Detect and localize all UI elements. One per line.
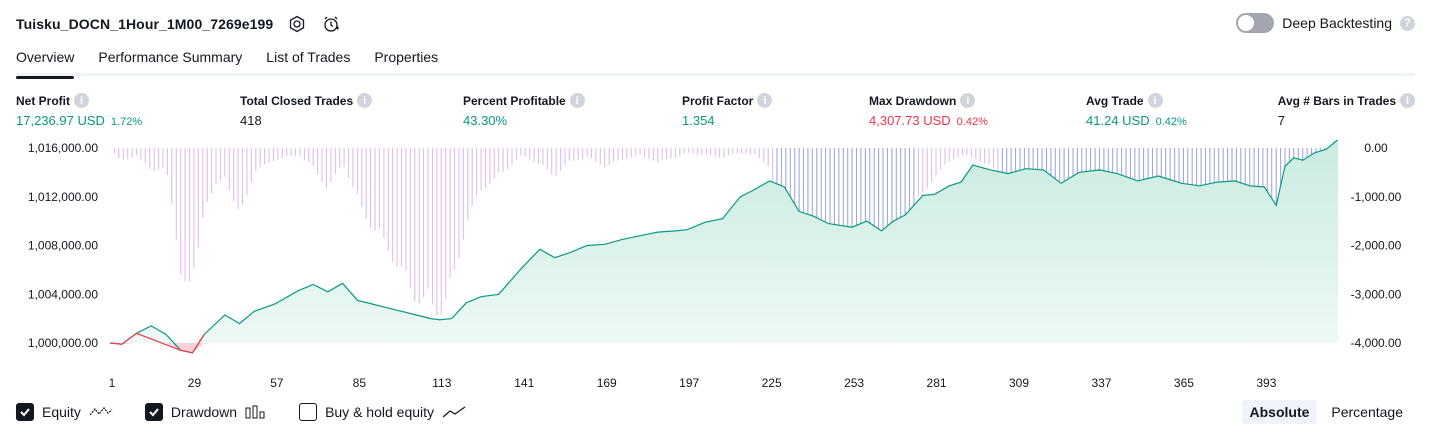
deep-backtesting: Deep Backtesting ? [1236,13,1415,33]
equity-checkbox[interactable] [16,403,34,421]
mode-absolute[interactable]: Absolute [1241,400,1318,424]
left-tick-label: 1,000,000.00 [28,336,98,350]
metric-avg-trade: Avg Trade i 41.24 USD 0.42% [1086,93,1187,128]
tab-properties[interactable]: Properties [374,49,439,65]
equity-negative-area [110,343,1338,353]
legend-equity-label: Equity [42,404,81,420]
right-tick-label: -1,000.00 [1351,190,1402,204]
equity-line-icon [89,405,113,419]
metric-value: 41.24 USD [1086,113,1150,128]
metric-label: Avg Trade [1086,93,1144,108]
x-tick-label: 1 [109,376,116,390]
left-tick-label: 1,004,000.00 [28,287,98,301]
left-tick-label: 1,008,000.00 [28,239,98,253]
tab-overview[interactable]: Overview [16,46,75,79]
metric-label: Max Drawdown [869,93,957,108]
left-tick-label: 1,016,000.00 [28,141,98,155]
x-tick-label: 169 [597,376,617,390]
equity-negative-line [109,332,205,354]
report-tabs: Overview Performance Summary List of Tra… [16,46,1415,79]
metric-percent: 1.72% [110,116,143,128]
settings-icon[interactable] [287,14,307,34]
right-tick-label: -4,000.00 [1351,336,1402,350]
metric-percent: 0.42% [956,116,988,128]
x-tick-label: 337 [1091,376,1111,390]
deep-backtesting-label: Deep Backtesting [1282,15,1392,31]
drawdown-checkbox[interactable] [144,403,163,421]
mode-percentage[interactable]: Percentage [1331,404,1403,420]
metric-max-drawdown: Max Drawdown i 4,307.73 USD 0.42% [869,93,988,128]
legend-buy-hold[interactable]: Buy & hold equity [299,403,466,421]
metric-avg-bars: Avg # Bars in Trades i 7 [1278,93,1415,128]
info-icon[interactable]: i [1400,93,1415,108]
metric-label: Avg # Bars in Trades [1277,93,1396,108]
right-tick-label: -3,000.00 [1351,287,1402,301]
chart-legend: Equity Drawdown Buy & hold equity [16,403,498,421]
metric-profit-factor: Profit Factor i 1.354 [682,93,773,128]
metric-label: Net Profit [16,93,70,108]
info-icon[interactable]: i [1147,93,1163,108]
x-axis: 1 29 57 85 113 141 169 197 225 253 281 309 337 365 393 [109,376,1277,390]
metric-percent-profitable: Percent Profitable i 43.30% [463,93,585,128]
metric-total-closed-trades: Total Closed Trades i 418 [240,93,373,128]
info-icon[interactable]: i [960,93,976,108]
info-icon[interactable]: i [569,93,585,108]
metrics-bar: Net Profit i 17,236.97 USD 1.72% Total Clo… [16,93,1415,129]
right-axis: 0.00 -1,000.00 -2,000.00 -3,000.00 -4,000.00 [1351,141,1402,350]
metric-value: 17,236.97 USD [16,113,105,128]
metric-value: 7 [1277,113,1285,128]
equity-line [109,140,1339,354]
tab-list-of-trades[interactable]: List of Trades [266,49,351,65]
legend-drawdown[interactable]: Drawdown [144,403,267,421]
x-tick-label: 141 [514,376,534,390]
x-tick-label: 57 [270,376,284,390]
metric-value: 43.30% [463,113,508,128]
metric-label: Profit Factor [682,93,754,108]
metric-label: Percent Profitable [463,93,566,108]
alert-clock-icon[interactable] [321,14,341,34]
metric-value: 418 [240,113,262,128]
metric-percent: 0.42% [1155,116,1187,128]
x-tick-label: 365 [1174,376,1194,390]
metric-value: 4,307.73 USD [869,113,951,128]
metric-net-profit: Net Profit i 17,236.97 USD 1.72% [16,93,142,128]
x-tick-label: 197 [679,376,699,390]
x-tick-label: 309 [1009,376,1029,390]
x-tick-label: 29 [188,376,202,390]
x-tick-label: 85 [353,376,367,390]
equity-drawdown-chart[interactable]: 1,016,000.00 1,012,000.00 1,008,000.00 1,00… [0,140,1431,395]
right-tick-label: 0.00 [1364,141,1388,155]
x-tick-label: 281 [927,376,947,390]
x-tick-label: 225 [762,376,782,390]
left-axis: 1,016,000.00 1,012,000.00 1,008,000.00 1,00… [28,141,98,350]
metric-value: 1.354 [682,113,715,128]
x-tick-label: 253 [844,376,864,390]
help-icon[interactable]: ? [1400,15,1415,31]
strategy-title: Tuisku_DOCN_1Hour_1M00_7269e199 [16,16,274,32]
x-tick-label: 393 [1256,376,1276,390]
legend-drawdown-label: Drawdown [170,404,238,420]
legend-equity[interactable]: Equity [16,403,113,421]
deep-backtesting-toggle[interactable] [1236,13,1275,33]
trend-line-icon [442,405,466,419]
info-icon[interactable]: i [74,93,89,108]
tab-performance-summary[interactable]: Performance Summary [98,49,243,65]
buy-hold-checkbox[interactable] [299,403,318,421]
strategy-header: Tuisku_DOCN_1Hour_1M00_7269e199 [16,12,341,36]
value-mode-switch: Absolute Percentage [1241,400,1412,424]
right-tick-label: -2,000.00 [1351,239,1402,253]
info-icon[interactable]: i [357,93,373,108]
left-tick-label: 1,012,000.00 [28,190,98,204]
legend-buy-hold-label: Buy & hold equity [325,404,435,420]
x-tick-label: 113 [432,376,451,390]
metric-label: Total Closed Trades [240,93,354,108]
equity-area [110,140,1338,343]
drawdown-bars-icon [245,405,267,419]
info-icon[interactable]: i [757,93,773,108]
